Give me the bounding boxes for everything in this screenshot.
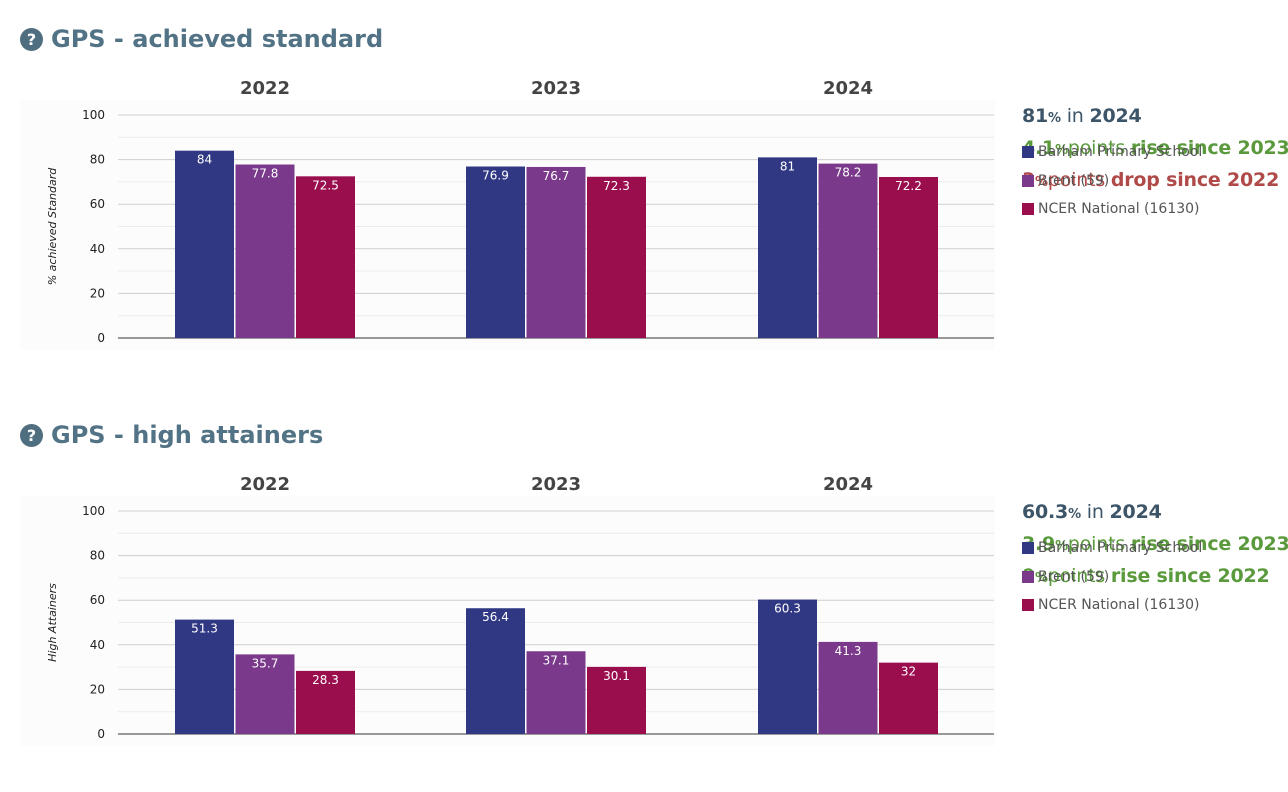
y-tick-label: 0 <box>97 331 105 345</box>
y-tick-label: 80 <box>90 153 105 167</box>
bar[interactable] <box>466 166 525 338</box>
bar[interactable] <box>758 157 817 338</box>
legend-label: Barham Primary School <box>1038 144 1203 161</box>
legend-label: Barham Primary School <box>1038 540 1203 557</box>
data-label: 30.1 <box>603 669 630 683</box>
legend-swatch <box>1022 146 1034 159</box>
legend-item-national[interactable]: NCER National (16130) <box>1022 591 1202 620</box>
legend-label: NCER National (16130) <box>1038 201 1200 218</box>
data-label: 72.5 <box>312 178 339 192</box>
summary-current: 81% in 2024 <box>1022 105 1142 127</box>
section-title-text: GPS - high attainers <box>51 421 324 449</box>
summary-stats: 81% in 2024 4.1%points rise since 2023 3… <box>1022 102 1288 198</box>
y-tick-label: 60 <box>90 593 105 607</box>
data-label: 60.3 <box>774 602 801 616</box>
data-label: 78.2 <box>835 166 862 180</box>
summary-current: 60.3% in 2024 <box>1022 501 1162 523</box>
legend: Barham Primary School Brent (59) NCER Na… <box>1022 534 1202 620</box>
legend-swatch <box>1022 570 1034 583</box>
section-gps-achieved-standard: ? GPS - achieved standard 0 20 40 60 80 100 % … <box>20 24 1288 350</box>
data-label: 76.7 <box>543 169 570 183</box>
legend-item-brent[interactable]: Brent (59) <box>1022 563 1202 592</box>
bar[interactable] <box>758 599 817 734</box>
category-label: 2024 <box>823 78 873 99</box>
y-axis-title: High Attainers <box>46 583 59 662</box>
data-label: 32 <box>901 665 916 679</box>
legend-item-national[interactable]: NCER National (16130) <box>1022 195 1202 224</box>
bar[interactable] <box>296 670 355 734</box>
bar[interactable] <box>175 619 234 734</box>
section-title-text: GPS - achieved standard <box>51 25 384 53</box>
legend-label: Brent (59) <box>1038 172 1110 189</box>
bar[interactable] <box>526 166 586 338</box>
bar[interactable] <box>296 176 355 338</box>
category-label: 2023 <box>531 78 581 99</box>
data-label: 41.3 <box>835 644 862 658</box>
section-gps-high-attainers: ? GPS - high attainers 0 20 40 60 80 100 High … <box>0 396 1288 792</box>
data-label: 72.2 <box>895 179 922 193</box>
bar[interactable] <box>526 651 586 734</box>
question-circle-icon[interactable]: ? <box>20 27 43 51</box>
question-circle-icon[interactable]: ? <box>20 423 43 447</box>
y-tick-label: 60 <box>90 197 105 211</box>
bar[interactable] <box>235 164 295 338</box>
data-label: 77.8 <box>252 167 279 181</box>
y-tick-label: 80 <box>90 549 105 563</box>
category-label: 2022 <box>240 78 290 99</box>
y-tick-label: 20 <box>90 286 105 300</box>
chart-achieved-standard: 0 20 40 60 80 100 % achieved Standard 2022 84 77.… <box>20 78 995 350</box>
bar[interactable] <box>818 641 878 734</box>
data-label: 28.3 <box>312 673 339 687</box>
bar[interactable] <box>587 666 646 734</box>
legend-item-school[interactable]: Barham Primary School <box>1022 138 1202 167</box>
bar[interactable] <box>235 654 295 734</box>
legend-swatch <box>1022 542 1034 555</box>
y-tick-label: 0 <box>97 727 105 741</box>
y-axis-title: % achieved Standard <box>46 167 59 286</box>
category-label: 2022 <box>240 474 290 495</box>
summary-change-1: 4.1%points rise since 2023 <box>1022 137 1288 159</box>
y-tick-label: 100 <box>82 504 105 518</box>
summary-stats: 60.3% in 2024 3.9%points rise since 2023… <box>1022 498 1288 594</box>
bar[interactable] <box>587 176 646 338</box>
legend-swatch <box>1022 174 1034 187</box>
bar[interactable] <box>818 163 878 338</box>
bar[interactable] <box>466 608 525 734</box>
section-title: ? GPS - high attainers <box>20 420 323 450</box>
legend-item-brent[interactable]: Brent (59) <box>1022 167 1202 196</box>
bar[interactable] <box>879 662 938 734</box>
category-label: 2024 <box>823 474 873 495</box>
chart-high-attainers: 0 20 40 60 80 100 High Attainers 2022 51.3 35.7 28… <box>20 474 995 746</box>
data-label: 76.9 <box>482 169 509 183</box>
category-label: 2023 <box>531 474 581 495</box>
legend: Barham Primary School Brent (59) NCER Na… <box>1022 138 1202 224</box>
bar[interactable] <box>175 150 234 338</box>
data-label: 56.4 <box>482 610 509 624</box>
data-label: 81 <box>780 159 795 173</box>
summary-change-2: 9%points rise since 2022 <box>1022 565 1270 587</box>
y-tick-label: 40 <box>90 242 105 256</box>
data-label: 35.7 <box>252 656 279 670</box>
y-tick-label: 100 <box>82 108 105 122</box>
y-tick-label: 40 <box>90 638 105 652</box>
legend-item-school[interactable]: Barham Primary School <box>1022 534 1202 563</box>
legend-label: NCER National (16130) <box>1038 597 1200 614</box>
y-tick-label: 20 <box>90 682 105 696</box>
legend-swatch <box>1022 599 1034 612</box>
bar[interactable] <box>879 176 938 338</box>
data-label: 51.3 <box>191 622 218 636</box>
section-title: ? GPS - achieved standard <box>20 24 383 54</box>
legend-label: Brent (59) <box>1038 568 1110 585</box>
data-label: 84 <box>197 153 212 167</box>
data-label: 37.1 <box>543 653 570 667</box>
data-label: 72.3 <box>603 179 630 193</box>
legend-swatch <box>1022 203 1034 216</box>
